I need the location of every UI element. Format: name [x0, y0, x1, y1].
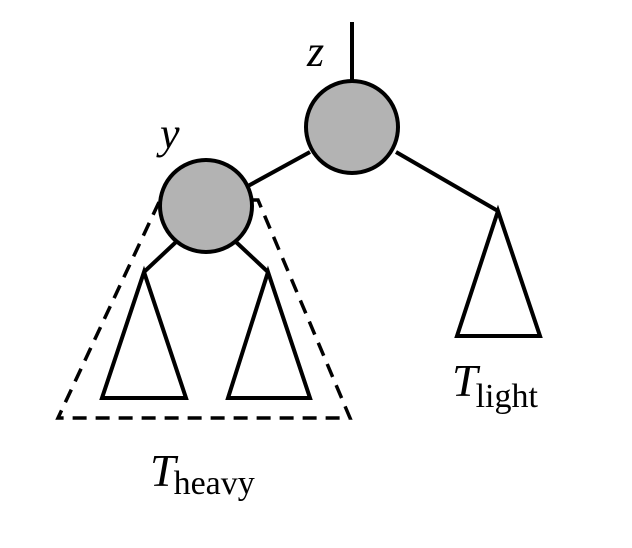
node-z-label: z — [306, 27, 324, 76]
light-subtree-subscript: light — [476, 378, 539, 415]
heavy-subtree-label: Theavy — [150, 445, 255, 502]
node-z — [304, 79, 400, 175]
edge-y-to-left-subtree — [142, 240, 178, 274]
light-subtree-triangle — [454, 204, 543, 338]
heavy-subtree-region — [55, 198, 353, 420]
light-subtree-label: Tlight — [452, 355, 538, 415]
left-heavy-subtree-triangle — [99, 265, 189, 400]
edge-y-to-right-subtree — [234, 240, 270, 274]
edge-z-to-y — [247, 150, 311, 188]
node-y-label: y — [156, 109, 180, 158]
edge-z-to-light-subtree — [394, 150, 500, 213]
heavy-subtree-symbol: T — [150, 445, 179, 496]
node-y — [158, 158, 254, 254]
right-heavy-subtree-triangle — [225, 265, 313, 400]
light-subtree-symbol: T — [452, 355, 481, 406]
heavy-subtree-subscript: heavy — [174, 465, 255, 502]
